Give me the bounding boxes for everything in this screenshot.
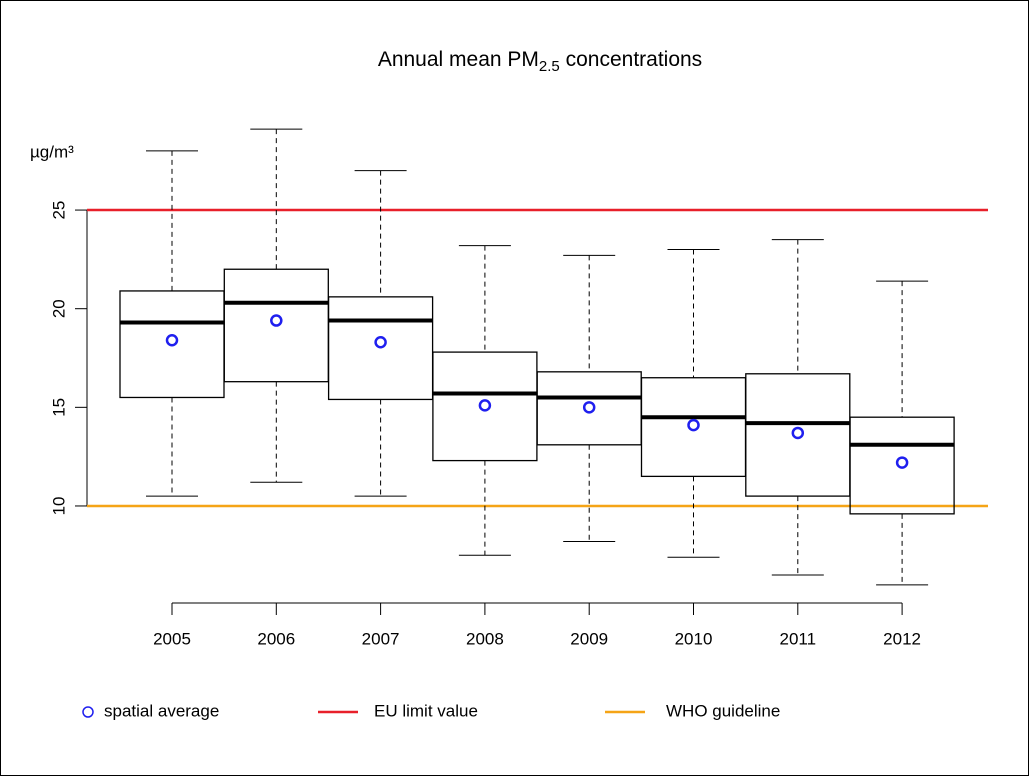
title-subscript: 2.5 — [539, 58, 560, 75]
mean-point — [478, 399, 492, 412]
x-tick-label: 2011 — [780, 629, 817, 648]
legend-marker — [82, 706, 94, 718]
mean-point — [687, 418, 700, 432]
x-tick-label: 2009 — [570, 629, 608, 648]
title-text: concentrations — [560, 48, 702, 71]
x-tick-label: 2010 — [675, 629, 713, 648]
y-tick-label: 20 — [49, 299, 68, 318]
x-tick-label: 2005 — [153, 629, 191, 648]
x-tick-label: 2007 — [362, 629, 400, 648]
legend-label: EU limit value — [374, 701, 478, 720]
chart-title: Annual mean PM2.5 concentrations — [378, 48, 702, 75]
box — [327, 296, 434, 401]
mean-point — [895, 456, 909, 469]
x-tick-label: 2008 — [466, 629, 504, 648]
x-tick-label: 2006 — [257, 629, 295, 648]
mean-point — [165, 334, 179, 347]
x-tick-label: 2012 — [883, 629, 921, 648]
y-unit: µg/m³ — [30, 142, 74, 161]
y-tick-label: 10 — [49, 497, 68, 516]
legend-label: WHO guideline — [666, 701, 780, 720]
y-tick-label: 25 — [49, 201, 68, 220]
mean-point — [791, 426, 805, 440]
y-tick-label: 15 — [49, 398, 68, 417]
title-text: Annual mean PM — [378, 48, 539, 71]
legend-label: spatial average — [104, 701, 219, 720]
mean-point — [270, 314, 283, 327]
mean-point — [374, 335, 387, 349]
mean-point — [582, 401, 596, 414]
box — [849, 416, 955, 515]
